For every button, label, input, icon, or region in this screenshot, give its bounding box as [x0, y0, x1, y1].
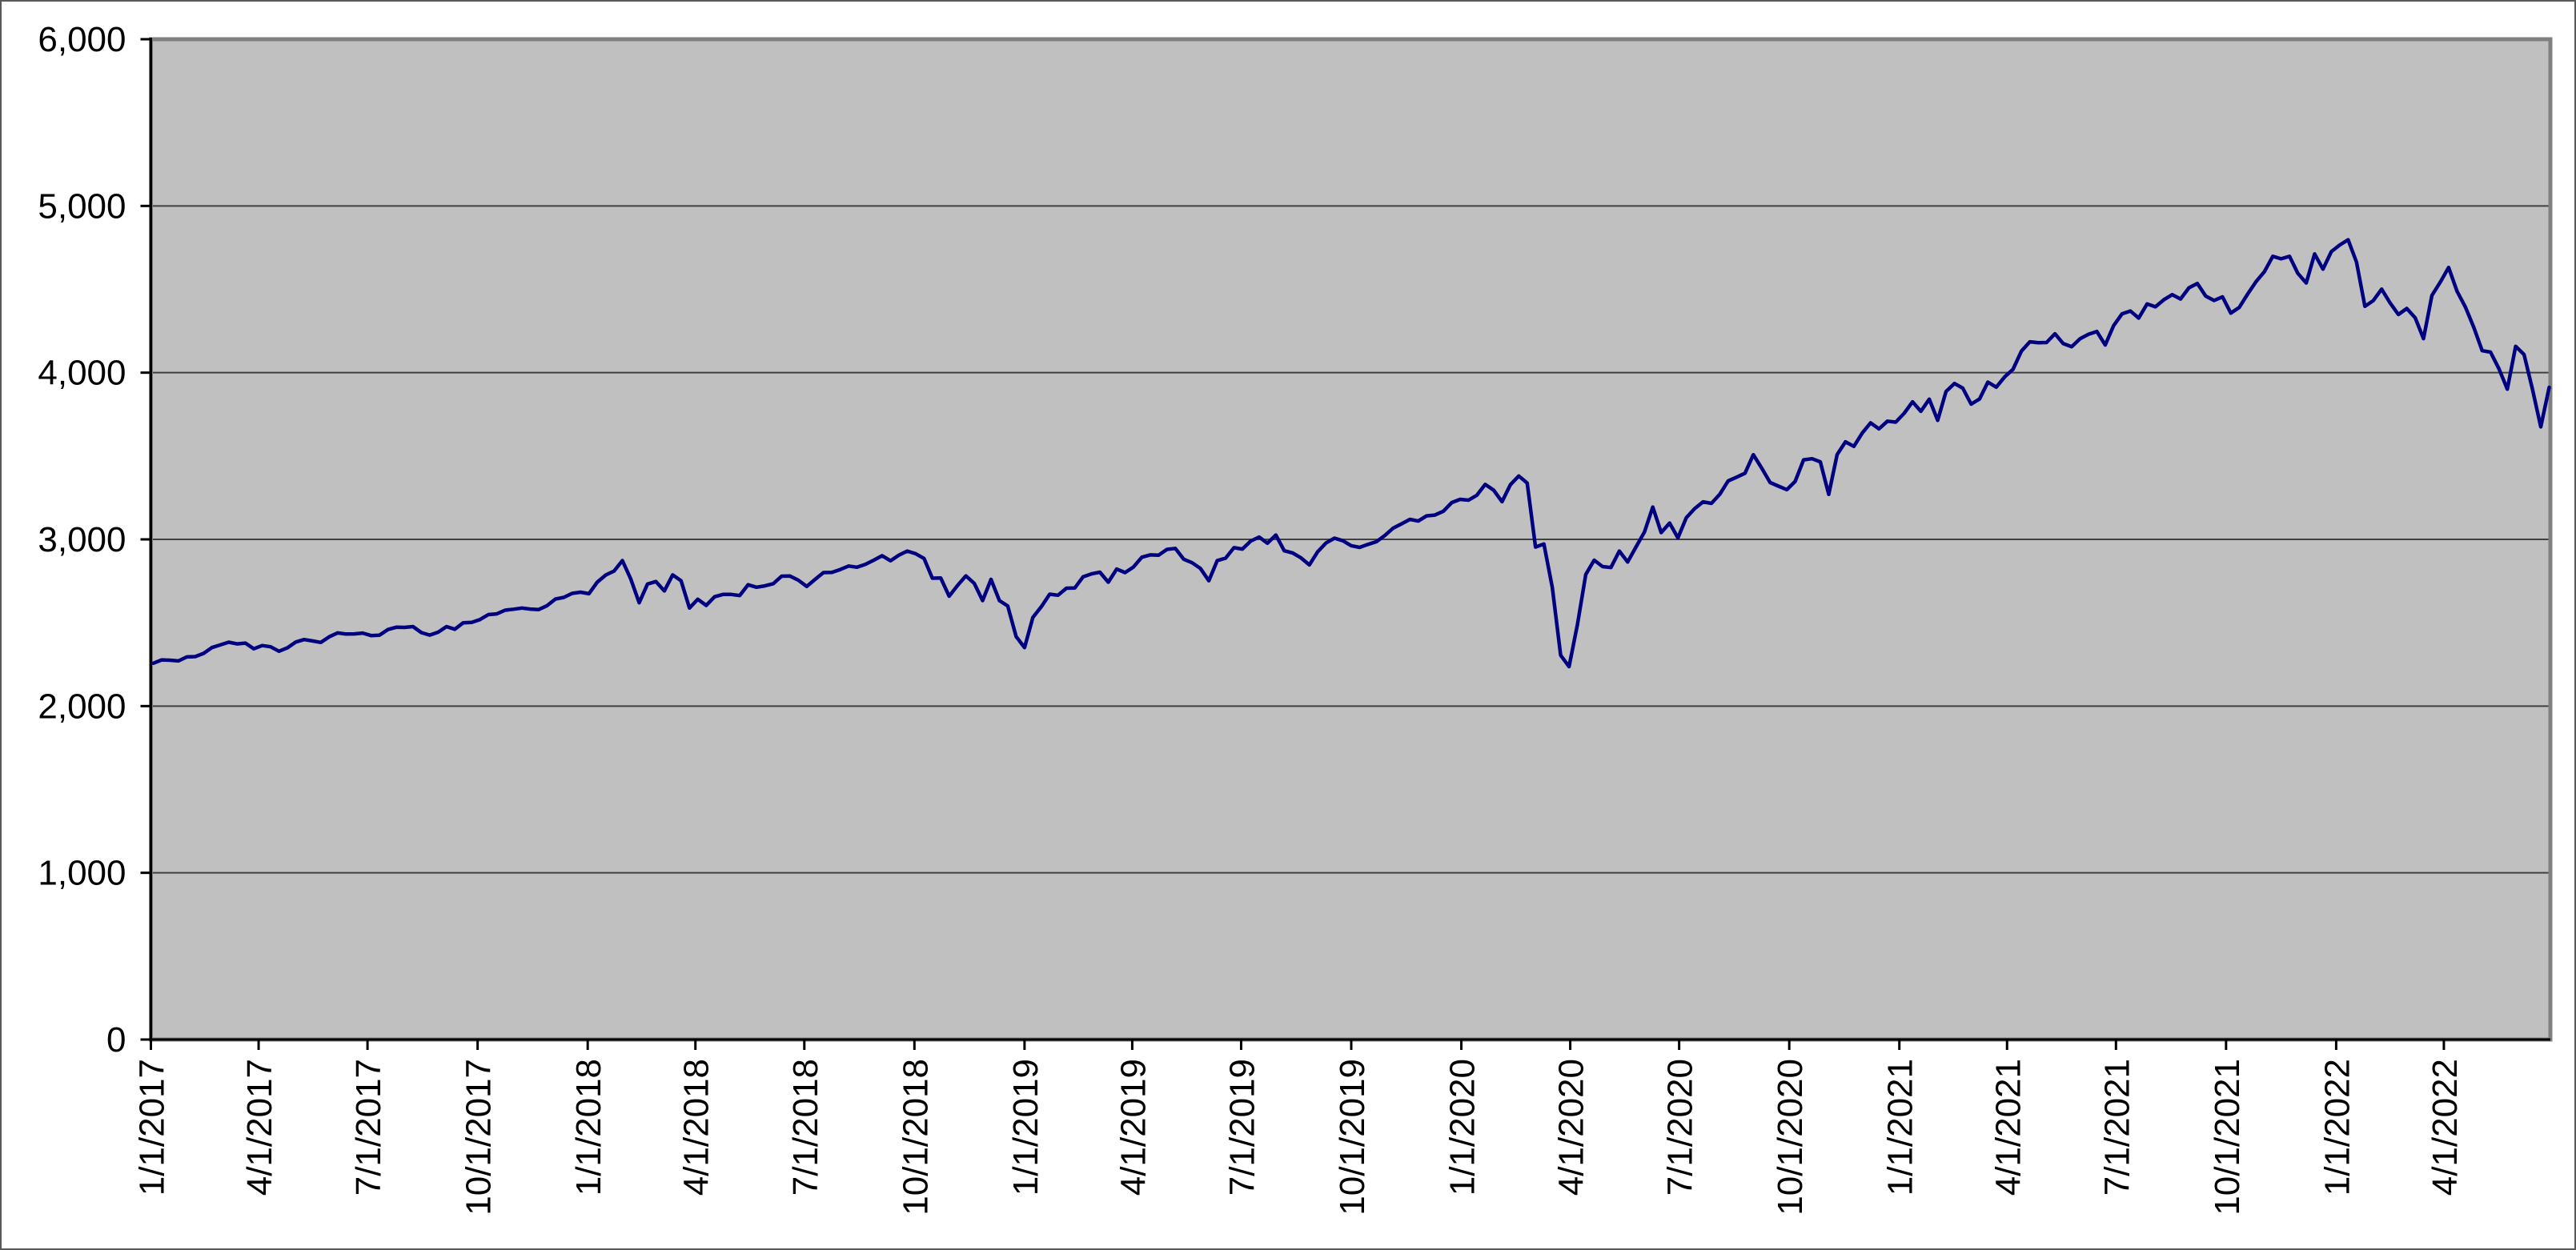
x-axis-tick-label: 1/1/2019 — [1006, 1059, 1045, 1196]
y-axis-tick-label: 4,000 — [38, 354, 126, 393]
x-axis-tick-label: 1/1/2017 — [133, 1059, 172, 1196]
x-axis-tick-label: 10/1/2018 — [896, 1059, 935, 1216]
x-axis-tick-label: 4/1/2017 — [240, 1059, 279, 1196]
x-axis-tick-label: 10/1/2019 — [1333, 1059, 1372, 1216]
x-axis-tick-label: 7/1/2019 — [1222, 1059, 1262, 1196]
x-axis-tick-label: 7/1/2021 — [2097, 1059, 2137, 1196]
x-axis-tick-label: 10/1/2021 — [2208, 1059, 2247, 1216]
x-axis-tick-label: 1/1/2021 — [1881, 1059, 1920, 1196]
x-axis-tick-label: 4/1/2019 — [1113, 1059, 1153, 1196]
y-axis-tick-label: 2,000 — [38, 687, 126, 726]
series-line — [151, 238, 2551, 669]
x-axis-tick-label: 7/1/2020 — [1661, 1059, 1700, 1196]
x-axis-tick-label: 7/1/2017 — [349, 1059, 388, 1196]
x-axis-tick-label: 1/1/2018 — [569, 1059, 608, 1196]
y-axis-tick-label: 1,000 — [38, 854, 126, 893]
x-axis-tick-label: 7/1/2018 — [786, 1059, 825, 1196]
x-axis-tick-label: 4/1/2020 — [1552, 1059, 1591, 1196]
x-axis-tick-label: 1/1/2020 — [1443, 1059, 1483, 1196]
x-axis-tick-label: 4/1/2022 — [2426, 1059, 2465, 1196]
x-axis-tick-label: 4/1/2021 — [1988, 1059, 2028, 1196]
y-axis-tick-label: 5,000 — [38, 186, 126, 226]
y-axis-tick-label: 0 — [106, 1020, 126, 1060]
x-axis-tick-label: 1/1/2022 — [2317, 1059, 2357, 1196]
x-axis-tick-label: 10/1/2017 — [459, 1059, 499, 1216]
x-axis-tick-label: 4/1/2018 — [677, 1059, 716, 1196]
y-axis-tick-label: 6,000 — [38, 20, 126, 59]
x-axis-tick-label: 10/1/2020 — [1771, 1059, 1810, 1216]
y-axis-tick-label: 3,000 — [38, 520, 126, 559]
